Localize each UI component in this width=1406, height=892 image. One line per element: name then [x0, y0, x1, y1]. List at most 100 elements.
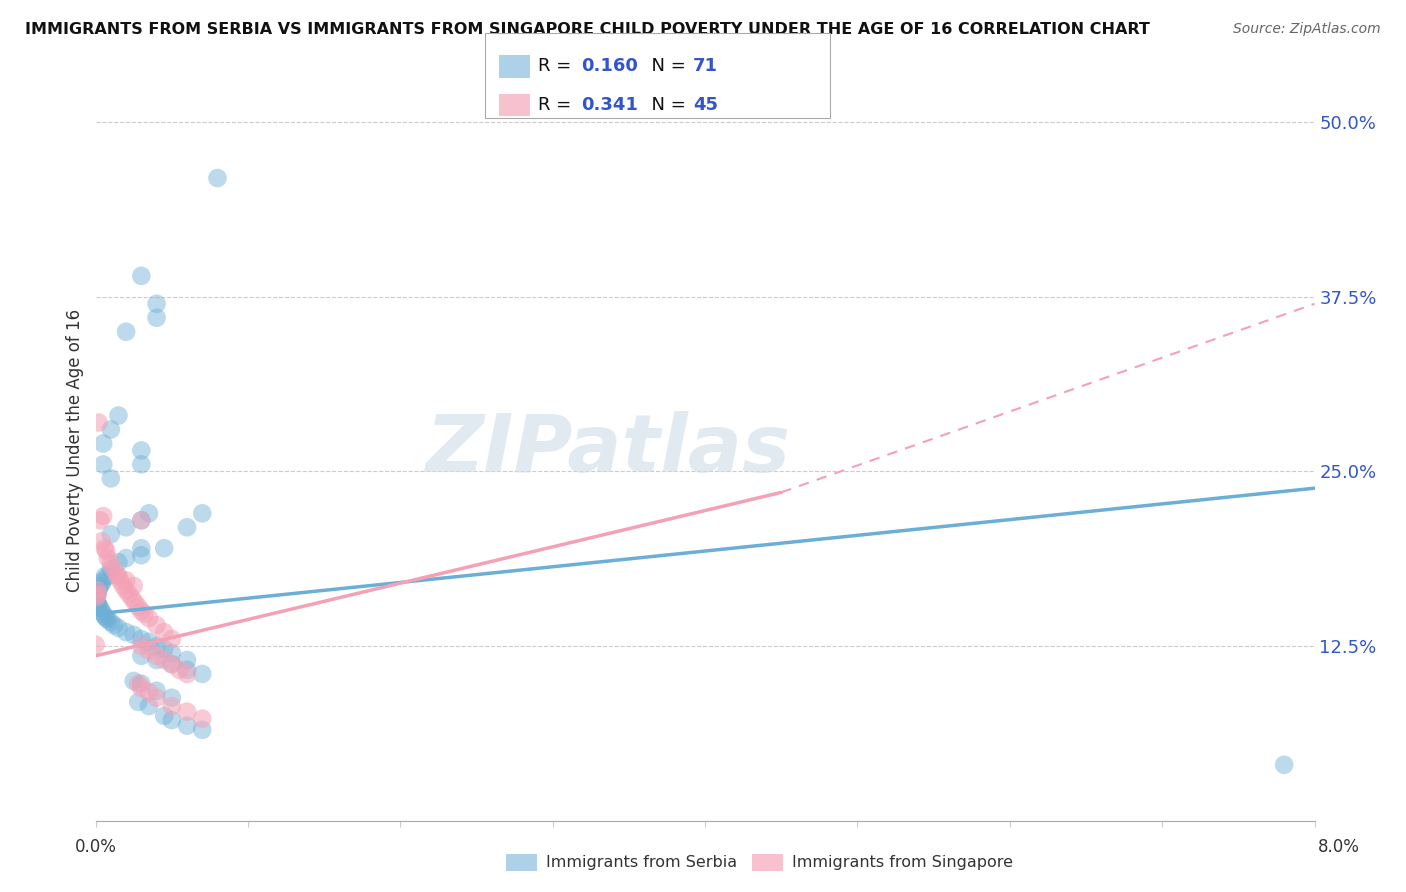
Point	[176, 705, 198, 719]
Point	[191, 723, 214, 737]
Point	[131, 639, 153, 653]
Point	[127, 695, 149, 709]
Text: R =: R =	[538, 57, 578, 75]
Point	[100, 562, 122, 576]
Point	[145, 683, 167, 698]
Text: 0.0%: 0.0%	[75, 838, 117, 855]
Point	[160, 657, 183, 672]
Point	[100, 615, 122, 630]
Point	[86, 593, 108, 607]
Text: Source: ZipAtlas.com: Source: ZipAtlas.com	[1233, 22, 1381, 37]
Point	[145, 310, 167, 325]
Point	[191, 667, 214, 681]
Point	[87, 597, 110, 611]
Point	[176, 653, 198, 667]
Point	[160, 713, 183, 727]
Point	[107, 409, 129, 423]
Point	[169, 663, 191, 677]
Point	[131, 541, 153, 556]
Point	[115, 583, 138, 598]
Point	[103, 618, 125, 632]
Text: R =: R =	[538, 96, 578, 114]
Point	[91, 458, 114, 472]
Point	[131, 632, 153, 646]
Point	[97, 551, 120, 566]
Point	[131, 268, 153, 283]
Point	[107, 555, 129, 569]
Point	[94, 541, 117, 556]
Point	[87, 582, 110, 596]
Point	[131, 681, 153, 695]
Point	[90, 576, 112, 591]
Point	[122, 628, 145, 642]
Point	[91, 574, 114, 588]
Point	[145, 618, 167, 632]
Point	[1272, 757, 1295, 772]
Point	[100, 423, 122, 437]
Text: Immigrants from Serbia: Immigrants from Serbia	[546, 855, 737, 870]
Point	[86, 596, 108, 610]
Point	[145, 648, 167, 663]
Point	[138, 643, 160, 657]
Point	[153, 541, 176, 556]
Text: N =: N =	[640, 57, 692, 75]
Point	[115, 325, 138, 339]
Point	[89, 601, 111, 615]
Point	[86, 590, 108, 604]
Point	[86, 583, 108, 598]
Point	[84, 590, 107, 604]
Point	[108, 574, 131, 588]
Point	[153, 641, 176, 656]
Point	[115, 574, 138, 588]
Point	[131, 677, 153, 691]
Text: ZIPatlas: ZIPatlas	[425, 411, 790, 490]
Point	[131, 458, 153, 472]
Point	[86, 586, 108, 600]
Point	[191, 506, 214, 520]
Point	[138, 611, 160, 625]
Point	[89, 513, 111, 527]
Text: 45: 45	[693, 96, 718, 114]
Point	[97, 612, 120, 626]
Point	[90, 534, 112, 549]
Point	[124, 596, 146, 610]
Point	[94, 609, 117, 624]
Point	[138, 685, 160, 699]
Point	[121, 591, 143, 606]
Point	[160, 632, 183, 646]
Point	[122, 673, 145, 688]
Point	[138, 506, 160, 520]
Point	[160, 646, 183, 660]
Point	[96, 544, 118, 558]
Point	[91, 607, 114, 621]
Point	[94, 569, 117, 583]
Point	[145, 653, 167, 667]
Point	[153, 653, 176, 667]
Text: 0.160: 0.160	[581, 57, 637, 75]
Point	[145, 690, 167, 705]
Point	[176, 667, 198, 681]
Text: 71: 71	[693, 57, 718, 75]
Y-axis label: Child Poverty Under the Age of 16: Child Poverty Under the Age of 16	[66, 309, 84, 592]
Point	[127, 677, 149, 691]
Point	[115, 551, 138, 566]
Point	[87, 584, 110, 599]
Point	[176, 719, 198, 733]
Point	[160, 657, 183, 672]
Point	[131, 604, 153, 618]
Point	[138, 699, 160, 714]
Point	[153, 709, 176, 723]
Point	[134, 607, 156, 621]
Point	[91, 509, 114, 524]
Point	[87, 599, 110, 613]
Point	[96, 611, 118, 625]
Point	[105, 567, 128, 582]
Point	[97, 569, 120, 583]
Text: IMMIGRANTS FROM SERBIA VS IMMIGRANTS FROM SINGAPORE CHILD POVERTY UNDER THE AGE : IMMIGRANTS FROM SERBIA VS IMMIGRANTS FRO…	[25, 22, 1150, 37]
Point	[118, 587, 141, 601]
Point	[115, 520, 138, 534]
Point	[176, 663, 198, 677]
Point	[131, 548, 153, 562]
Point	[107, 569, 129, 583]
Text: Immigrants from Singapore: Immigrants from Singapore	[792, 855, 1012, 870]
